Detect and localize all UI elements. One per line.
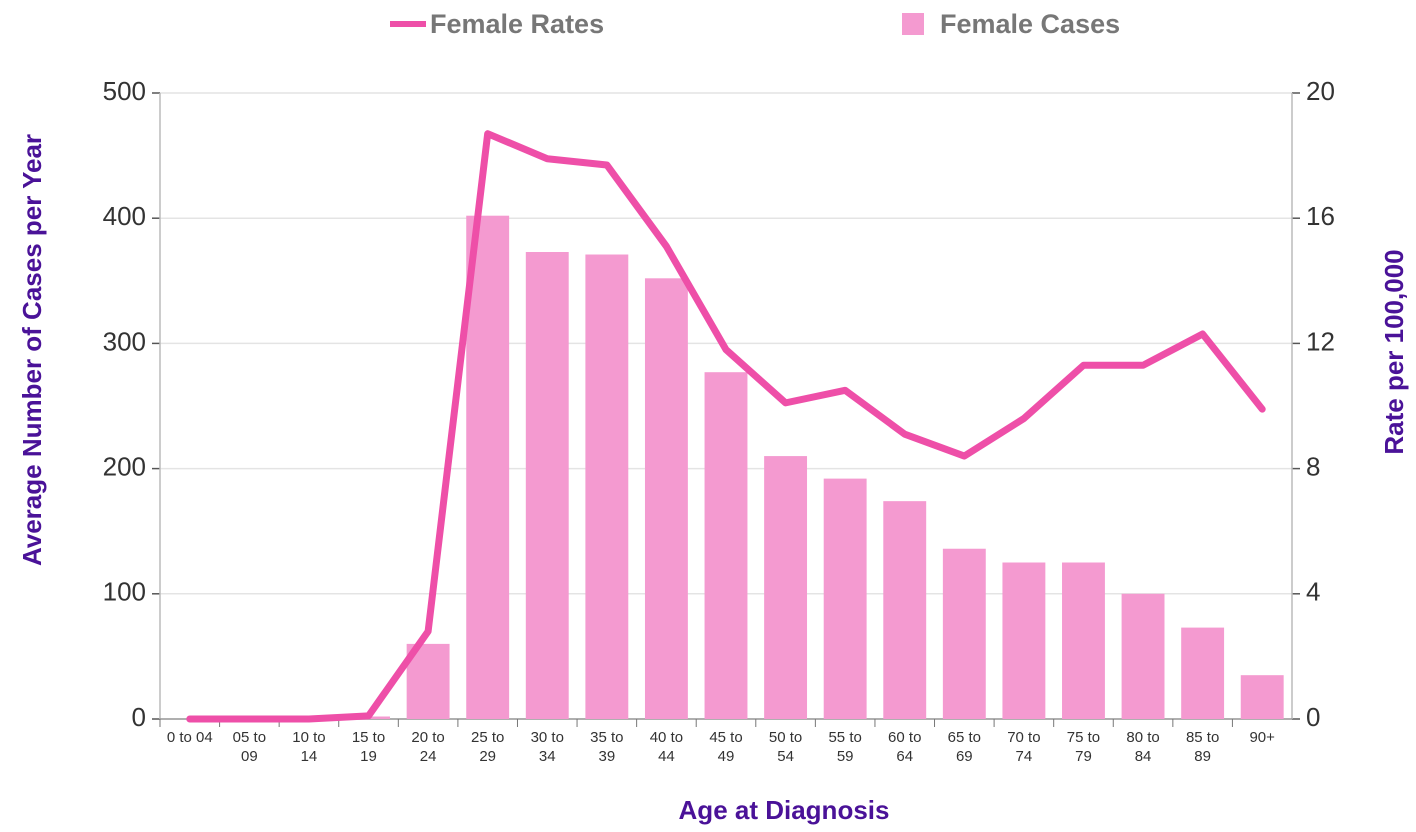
line: [186, 130, 1266, 723]
x-tick-label: 40 to 44: [649, 729, 684, 765]
bar: [1002, 562, 1046, 719]
x-tick-label: 75 to 79: [1066, 729, 1101, 765]
bar: [704, 372, 748, 719]
x-tick-label: 65 to 69: [947, 729, 981, 765]
legend-label: Female Rates: [430, 9, 604, 39]
bar: [1121, 593, 1165, 719]
x-tick-label: 35 to 39: [590, 729, 624, 765]
x-tick-label: 80 to 84: [1126, 729, 1160, 765]
bar: [1181, 627, 1225, 719]
y2-tick-label: 8: [1306, 451, 1320, 481]
y2-tick-label: 0: [1306, 702, 1320, 732]
bar: [823, 478, 867, 719]
y2-tick-label: 12: [1306, 326, 1335, 356]
bar: [764, 456, 808, 719]
bar: [644, 278, 688, 719]
y-tick-label: 0: [132, 702, 146, 732]
legend-marker: [902, 13, 924, 35]
bar: [1240, 675, 1284, 719]
bar: [466, 215, 510, 720]
y-tick-label: 300: [103, 326, 146, 356]
y-tick-label: 500: [103, 76, 146, 106]
y2-tick-label: 16: [1306, 201, 1335, 231]
bar: [585, 254, 629, 719]
y2-tick-label: 4: [1306, 577, 1320, 607]
bar: [883, 501, 927, 719]
y-tick-label: 100: [103, 577, 146, 607]
x-tick-label: 90+: [1249, 729, 1275, 746]
x-axis-title: Age at Diagnosis: [679, 795, 890, 825]
x-tick-label: 25 to 29: [470, 729, 505, 765]
x-tick-label: 0 to 04: [166, 729, 213, 746]
x-tick-label: 15 to 19: [351, 729, 386, 765]
y-tick-label: 200: [103, 451, 146, 481]
x-tick-label: 85 to 89: [1185, 729, 1220, 765]
x-tick-label: 20 to 24: [411, 729, 445, 765]
y-axis-title: Average Number of Cases per Year: [17, 134, 47, 566]
bar: [525, 252, 569, 719]
y2-tick-label: 20: [1306, 76, 1335, 106]
x-tick-label: 50 to 54: [768, 729, 803, 765]
bar: [1062, 562, 1105, 719]
x-tick-label: 05 to 09: [232, 729, 267, 765]
x-tick-label: 45 to 49: [709, 729, 743, 765]
x-tick-label: 10 to 14: [292, 729, 326, 765]
x-tick-label: 55 to 59: [828, 729, 862, 765]
legend-label: Female Cases: [940, 9, 1120, 39]
y-tick-label: 400: [103, 201, 146, 231]
x-tick-label: 60 to 64: [888, 729, 922, 765]
x-tick-label: 30 to 34: [530, 729, 564, 765]
bar: [942, 548, 986, 719]
y2-axis-title: Rate per 100,000: [1379, 249, 1409, 454]
x-tick-label: 70 to 74: [1007, 729, 1041, 765]
